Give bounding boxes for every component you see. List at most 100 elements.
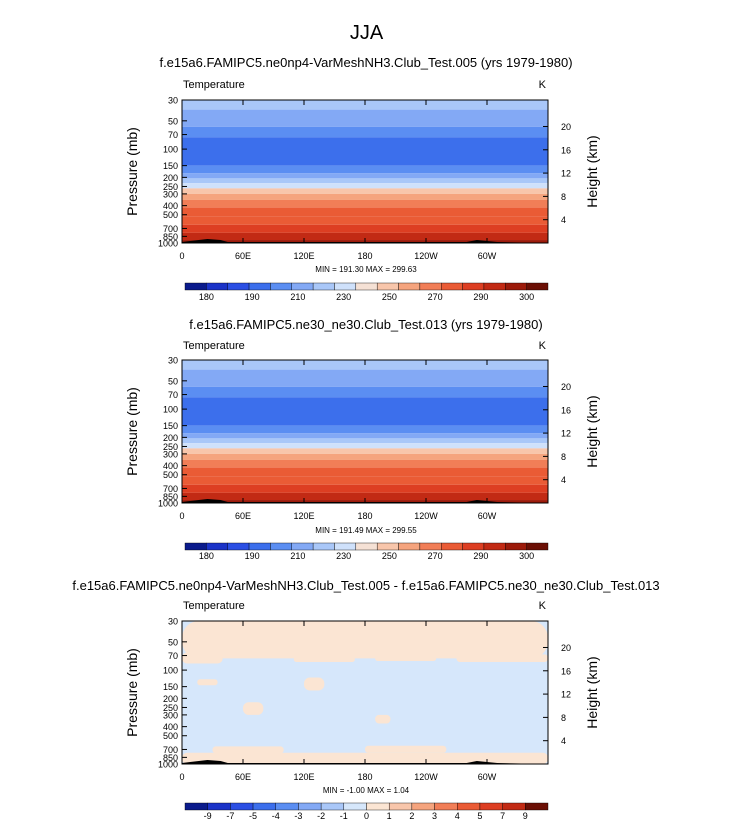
y-tick-label: 700 — [163, 484, 178, 494]
x-tick-label: 60W — [478, 772, 497, 782]
field-contours — [182, 621, 548, 764]
y-axis-label: Pressure (mb) — [124, 648, 140, 737]
x-tick-label: 60E — [235, 772, 251, 782]
x-tick-label: 0 — [179, 251, 184, 261]
height-tick-label: 8 — [561, 713, 566, 723]
colorbar-label: 210 — [290, 292, 305, 302]
colorbar-swatch — [343, 802, 367, 811]
panel-1 — [181, 99, 549, 291]
contour-blob — [304, 677, 325, 691]
x-tick-label: 120E — [293, 772, 314, 782]
colorbar-swatch — [505, 542, 527, 551]
y-tick-label: 100 — [163, 145, 178, 155]
contour-band — [182, 109, 548, 127]
contour-blob — [243, 702, 264, 715]
colorbar-swatch — [312, 542, 335, 551]
y-tick-label: 1000 — [158, 239, 178, 249]
y2-axis-label: Height (km) — [584, 656, 600, 728]
colorbar-label: 270 — [428, 292, 443, 302]
x-tick-label: 120E — [293, 251, 314, 261]
topography — [182, 499, 548, 503]
y-tick-label: 250 — [163, 182, 178, 192]
colorbar-swatch — [207, 802, 231, 811]
contour-band — [182, 453, 548, 460]
colorbar-label: 180 — [199, 551, 214, 561]
contour-band — [182, 386, 548, 398]
x-tick-label: 60E — [235, 511, 251, 521]
y-tick-label: 850 — [163, 232, 178, 242]
height-tick-label: 20 — [561, 122, 571, 132]
y-tick-label: 200 — [163, 173, 178, 183]
colorbar-label: 3 — [432, 811, 437, 821]
contour-band — [182, 433, 548, 439]
colorbar-label: 210 — [290, 551, 305, 561]
y-tick-label: 50 — [168, 376, 178, 386]
colorbar-label: 230 — [336, 292, 351, 302]
colorbar-swatch — [483, 542, 506, 551]
stats-label: MIN = 191.49 MAX = 299.55 — [315, 526, 417, 535]
contour-band — [182, 492, 548, 501]
y-tick-label: 1000 — [158, 760, 178, 770]
y-tick-label: 400 — [163, 722, 178, 732]
colorbar-label: 9 — [523, 811, 528, 821]
colorbar-swatch — [206, 282, 228, 291]
field-contours — [182, 360, 548, 503]
contour-band — [182, 178, 548, 184]
y-tick-label: 850 — [163, 492, 178, 502]
colorbar-swatch — [312, 282, 335, 291]
height-tick-label: 16 — [561, 666, 571, 676]
colorbar-swatch — [376, 542, 399, 551]
colorbar-label: 250 — [382, 292, 397, 302]
x-tick-label: 180 — [357, 511, 372, 521]
colorbar-swatch — [248, 282, 271, 291]
panel-3 — [181, 620, 549, 811]
field-contours — [182, 100, 548, 243]
colorbar-swatch — [525, 802, 549, 811]
panel-title: f.e15a6.FAMIPC5.ne30_ne30.Club_Test.013 … — [189, 317, 542, 332]
x-tick-label: 0 — [179, 511, 184, 521]
height-tick-label: 8 — [561, 452, 566, 462]
height-tick-label: 12 — [561, 429, 571, 439]
y-tick-label: 50 — [168, 116, 178, 126]
colorbar-swatch — [291, 282, 314, 291]
height-tick-label: 8 — [561, 192, 566, 202]
x-tick-label: 180 — [357, 251, 372, 261]
colorbar-label: 300 — [519, 292, 534, 302]
colorbar-swatch — [298, 802, 322, 811]
contour-band — [182, 397, 548, 426]
contour-band — [182, 165, 548, 174]
contour-blob — [182, 652, 223, 664]
x-tick-label: 60W — [478, 251, 497, 261]
colorbar-swatch — [270, 282, 292, 291]
y2-axis-label: Height (km) — [584, 135, 600, 207]
colorbar-label: 300 — [519, 551, 534, 561]
y-tick-label: 700 — [163, 745, 178, 755]
colorbar-swatch — [227, 282, 250, 291]
height-tick-label: 20 — [561, 382, 571, 392]
contour-band — [182, 137, 548, 166]
contour-band — [182, 199, 548, 208]
contour-band — [182, 425, 548, 434]
colorbar-swatch — [457, 802, 481, 811]
height-tick-label: 12 — [561, 690, 571, 700]
colorbar-swatch — [355, 282, 378, 291]
topography — [182, 760, 548, 764]
contour-band — [182, 443, 548, 449]
stats-label: MIN = -1.00 MAX = 1.04 — [323, 786, 410, 795]
height-tick-label: 4 — [561, 215, 566, 225]
colorbar-swatch — [184, 802, 208, 811]
variable-label: Temperature — [183, 79, 245, 91]
x-tick-label: 120W — [414, 511, 438, 521]
height-tick-label: 16 — [561, 405, 571, 415]
contour-band — [182, 232, 548, 241]
contour-band — [182, 459, 548, 468]
y-tick-label: 100 — [163, 666, 178, 676]
height-tick-label: 4 — [561, 736, 566, 746]
y-tick-label: 30 — [168, 96, 178, 106]
colorbar-swatch — [434, 802, 458, 811]
colorbar-label: 290 — [473, 292, 488, 302]
x-tick-label: 120W — [414, 251, 438, 261]
y-tick-label: 300 — [163, 710, 178, 720]
colorbar-label: 7 — [500, 811, 505, 821]
x-tick-label: 120W — [414, 772, 438, 782]
